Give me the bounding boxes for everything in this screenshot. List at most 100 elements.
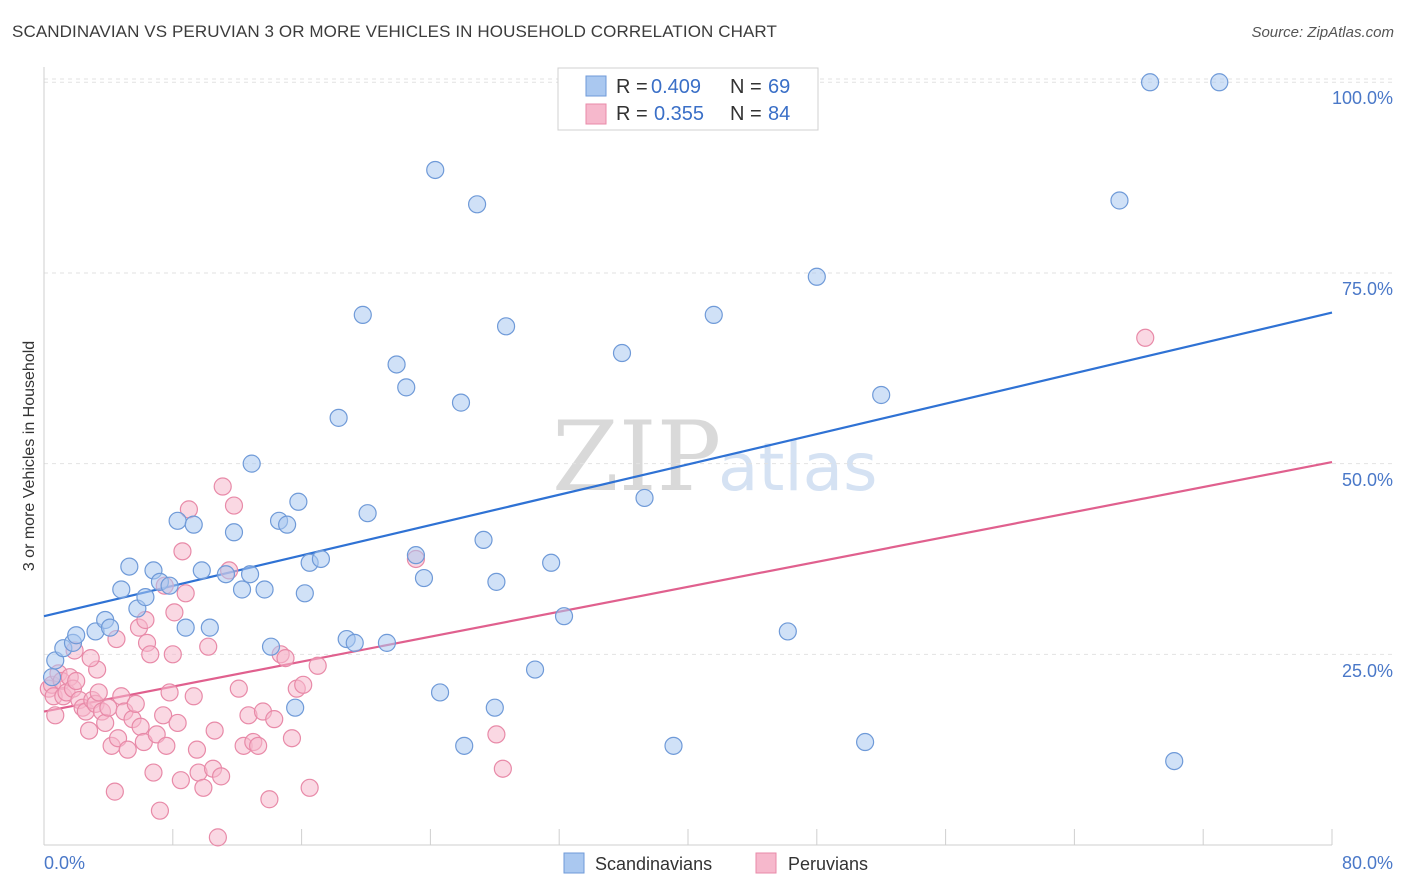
y-tick-label: 100.0% xyxy=(1332,88,1393,108)
scandinavian-point xyxy=(1110,191,1129,210)
legend-r-label: R = xyxy=(616,76,648,98)
scandinavian-point xyxy=(289,492,308,511)
legend-n-label: N = xyxy=(730,103,762,125)
scandinavian-point xyxy=(485,698,504,717)
peruvian-point xyxy=(224,496,244,515)
peruvian-point xyxy=(105,782,124,801)
bottom-legend-label-scandinavians: Scandinavians xyxy=(595,854,712,874)
peruvian-point xyxy=(176,584,195,603)
scandinavian-point xyxy=(807,267,826,286)
peruvian-point xyxy=(163,645,182,664)
peruvian-point xyxy=(213,477,232,496)
peruvian-point xyxy=(205,721,224,740)
peruvian-point xyxy=(276,649,295,668)
peruvian-point xyxy=(1136,328,1155,347)
peruvian-point xyxy=(81,649,100,668)
scandinavian-point xyxy=(1140,73,1160,92)
scandinavian-point xyxy=(168,511,187,530)
scandinavian-point xyxy=(136,588,155,607)
scandinavian-point xyxy=(406,546,426,565)
scandinavian-point xyxy=(353,305,372,324)
y-tick-label: 50.0% xyxy=(1342,470,1393,490)
peruvian-point xyxy=(46,706,65,725)
scandinavian-point xyxy=(1210,73,1229,92)
peruvian-point xyxy=(79,721,99,740)
stats-legend: R = 0.409 N = 69 R = 0.355 N = 84 xyxy=(557,67,819,131)
peruvian-point xyxy=(171,771,190,790)
legend-r-value: 0.409 xyxy=(651,76,701,98)
watermark-atlas: atlas xyxy=(718,429,878,506)
peruvian-point xyxy=(300,778,319,797)
scandinavian-point xyxy=(664,736,683,755)
peruvian-point xyxy=(249,736,268,755)
scandinavian-point xyxy=(120,557,139,576)
peruvian-point xyxy=(154,706,173,725)
x-tick-marks xyxy=(43,829,1333,845)
scandinavian-point xyxy=(1165,751,1184,771)
scandinavian-point xyxy=(704,305,723,324)
chart-title: SCANDINAVIAN VS PERUVIAN 3 OR MORE VEHIC… xyxy=(12,22,777,41)
scandinavian-point xyxy=(176,618,195,637)
peruvian-point xyxy=(493,759,512,778)
scandinavian-point xyxy=(192,561,211,580)
scandinavian-point xyxy=(160,576,179,595)
peruvian-point xyxy=(168,713,187,733)
legend-n-label: N = xyxy=(730,76,762,98)
scandinavian-point xyxy=(487,572,506,591)
peruvian-point xyxy=(199,637,218,656)
bottom-legend-label-peruvians: Peruvians xyxy=(788,854,868,874)
scandinavian-point xyxy=(426,160,445,180)
scandinavian-point xyxy=(377,633,397,652)
y-tick-label: 25.0% xyxy=(1342,661,1393,681)
scandinavian-point xyxy=(184,515,203,534)
peruvian-point xyxy=(260,790,279,809)
scandinavian-point xyxy=(430,683,450,702)
scandinavian-point xyxy=(612,343,632,363)
legend-r-value: 0.355 xyxy=(654,103,704,125)
x-tick-label: 80.0% xyxy=(1342,853,1393,873)
scandinavian-point xyxy=(112,580,131,599)
scandinavian-point xyxy=(255,580,274,599)
x-tick-label: 0.0% xyxy=(44,853,85,873)
scandinavian-point xyxy=(358,504,377,523)
scandinavian-point xyxy=(387,355,406,374)
bottom-legend-swatch-peruvians xyxy=(755,852,777,874)
legend-swatch-scandinavian xyxy=(585,75,607,97)
peruvian-point xyxy=(187,740,207,759)
peruvian-point xyxy=(131,717,150,736)
peruvian-point xyxy=(173,542,192,561)
scandinavian-point xyxy=(542,553,561,572)
scandinavian-point xyxy=(525,660,545,679)
scandinavian-point xyxy=(311,549,331,569)
peruvian-point xyxy=(96,713,115,733)
scandinavian-point xyxy=(455,736,474,755)
scandinavian-point xyxy=(554,607,574,626)
scandinavian-points xyxy=(42,73,1229,771)
scandinavian-point xyxy=(345,633,364,652)
scandinavian-point xyxy=(467,195,487,214)
scandinavian-point xyxy=(232,580,252,599)
scandinavian-point xyxy=(286,698,305,717)
scandinavian-point xyxy=(451,393,471,412)
peruvian-point xyxy=(89,683,108,702)
peruvian-point xyxy=(118,740,137,759)
scandinavian-trend-line xyxy=(43,311,1333,618)
scandinavian-point xyxy=(42,668,62,687)
peruvian-point xyxy=(194,778,213,797)
scandinavian-point xyxy=(242,454,261,473)
legend-n-value: 84 xyxy=(768,103,790,125)
scandinavian-point xyxy=(100,618,120,637)
peruvian-point xyxy=(184,687,203,706)
scandinavian-point xyxy=(216,565,236,584)
peruvian-point xyxy=(229,679,248,698)
scandinavian-point xyxy=(224,523,244,542)
bottom-legend-swatch-scandinavians xyxy=(563,852,585,874)
scandinavian-point xyxy=(295,584,314,603)
source-credit: Source: ZipAtlas.com xyxy=(1251,24,1394,41)
scandinavian-point xyxy=(496,317,516,336)
peruvian-point xyxy=(160,683,179,702)
peruvian-point xyxy=(165,603,184,622)
peruvian-point xyxy=(265,710,284,729)
trend-lines xyxy=(43,311,1333,713)
